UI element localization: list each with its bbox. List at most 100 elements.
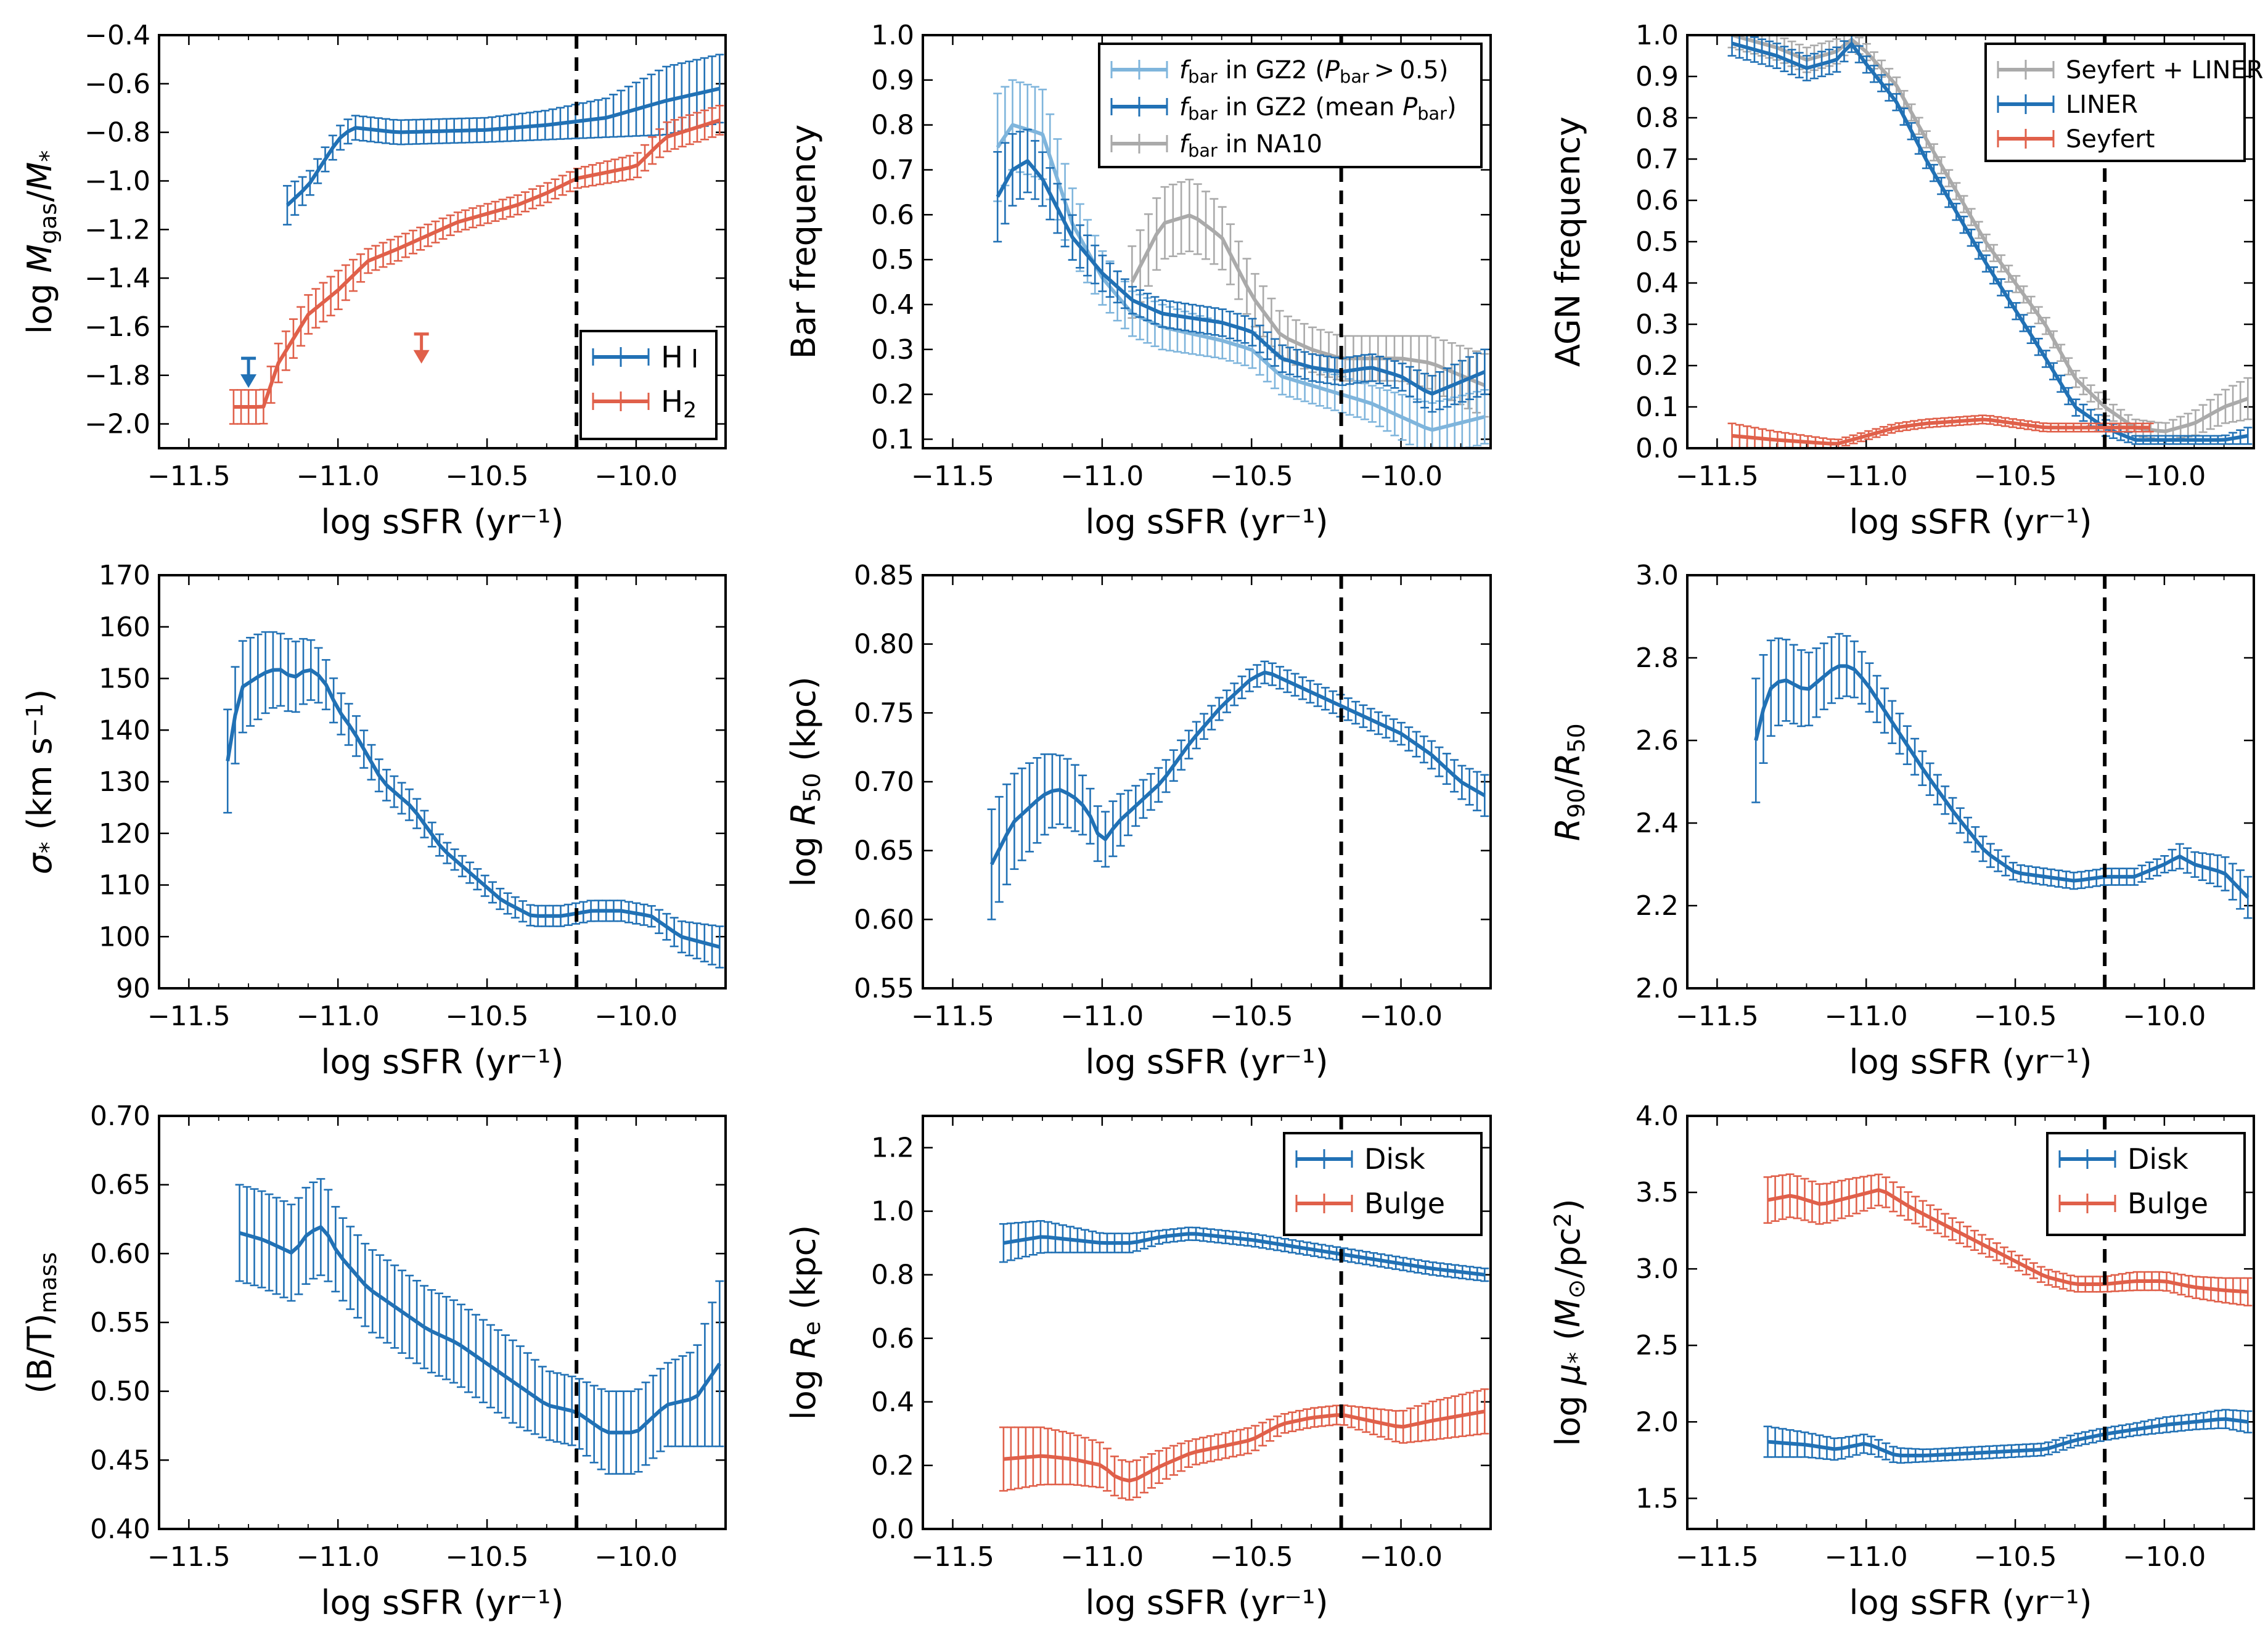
series-line bbox=[1731, 41, 2248, 442]
x-tick-label: −11.5 bbox=[147, 461, 231, 492]
y-tick-label: −1.8 bbox=[84, 360, 150, 391]
x-tick-label: −11.5 bbox=[911, 1001, 994, 1032]
y-tick-label: 0.6 bbox=[871, 199, 914, 231]
y-tick-label: 0.70 bbox=[90, 1100, 150, 1132]
y-tick-label: 0.6 bbox=[871, 1323, 914, 1354]
y-axis-label: log Mgas /M* bbox=[20, 149, 62, 334]
legend-label: fbar in NA10 bbox=[1179, 130, 1322, 161]
x-tick-label: −11.5 bbox=[147, 1541, 231, 1573]
x-tick-label: −10.5 bbox=[1210, 461, 1293, 492]
upper-limit-arrow bbox=[240, 374, 257, 388]
y-tick-label: 2.0 bbox=[1635, 1406, 1679, 1438]
axes-frame bbox=[1686, 34, 2255, 449]
legend: Seyfert + LINER LINER Seyfert bbox=[1984, 43, 2264, 162]
x-tick-label: −10.5 bbox=[446, 461, 529, 492]
y-tick-label: 160 bbox=[99, 612, 150, 643]
series-seyfert bbox=[1727, 414, 2154, 448]
x-tick-label: −11.0 bbox=[1825, 1541, 1908, 1573]
x-tick-label: −11.5 bbox=[1676, 1541, 1759, 1573]
x-tick-label: −10.5 bbox=[1974, 1541, 2057, 1573]
y-axis-label: (B/T)mass bbox=[20, 1251, 62, 1393]
panel-agn: −11.5 −11.0 −10.5 −10.0 0.0 0.1 0.2 0.3 0.4 0.5 0.… bbox=[1549, 20, 2264, 541]
y-tick-label: −2.0 bbox=[84, 409, 150, 440]
x-tick-label: −11.0 bbox=[297, 1001, 380, 1032]
y-tick-label: 0.60 bbox=[854, 904, 914, 935]
series-line bbox=[1003, 1409, 1485, 1483]
x-tick-label: −11.5 bbox=[911, 461, 994, 492]
legend-item: Seyfert bbox=[1997, 125, 2155, 154]
x-axis-label: log sSFR (yr⁻¹) bbox=[1085, 1583, 1328, 1622]
series-sigma bbox=[223, 631, 724, 969]
x-tick-label: −11.0 bbox=[1825, 1001, 1908, 1032]
legend-frame bbox=[2046, 1132, 2246, 1236]
x-tick-label: −11.0 bbox=[1060, 1001, 1144, 1032]
x-tick-label: −10.0 bbox=[2123, 1001, 2206, 1032]
y-tick-label: 0.1 bbox=[1635, 391, 1679, 423]
x-tick-label: −10.5 bbox=[1210, 1001, 1293, 1032]
y-tick-label: 140 bbox=[99, 715, 150, 746]
axes-frame bbox=[1686, 1115, 2255, 1530]
x-tick-label: −10.5 bbox=[1974, 461, 2057, 492]
panel-mu: −11.5 −11.0 −10.5 −10.0 1.5 2.0 2.5 3.0 3.5 4.0 lo… bbox=[1549, 1100, 2255, 1622]
series-r90-r50 bbox=[1751, 633, 2253, 919]
plot-area bbox=[235, 1116, 724, 1529]
y-tick-label: 0.8 bbox=[1635, 102, 1679, 134]
series-line bbox=[233, 118, 721, 409]
x-tick-label: −11.5 bbox=[1676, 1001, 1759, 1032]
y-tick-label: 1.0 bbox=[871, 20, 914, 51]
y-tick-label: 0.9 bbox=[871, 65, 914, 96]
y-tick-label: −0.6 bbox=[84, 68, 150, 100]
y-tick-label: 0.3 bbox=[871, 334, 914, 366]
axes-frame bbox=[922, 1115, 1492, 1530]
x-tick-label: −11.5 bbox=[1676, 461, 1759, 492]
legend: Disk Bulge bbox=[1283, 1132, 1483, 1236]
legend-item: Disk bbox=[2058, 1142, 2188, 1176]
y-tick-label: 0.8 bbox=[871, 110, 914, 141]
legend-label: fbar in GZ2 (mean Pbar) bbox=[1179, 93, 1457, 124]
y-tick-label: 2.6 bbox=[1635, 725, 1679, 756]
upper-limit-arrow bbox=[413, 350, 430, 364]
series-h2 bbox=[229, 104, 724, 425]
x-axis-label: log sSFR (yr⁻¹) bbox=[1085, 1043, 1328, 1081]
legend-item: H2 bbox=[592, 385, 697, 423]
legend-item: LINER bbox=[1997, 91, 2138, 119]
y-tick-label: 0.65 bbox=[854, 835, 914, 867]
axes-frame bbox=[922, 574, 1492, 990]
panel-sigma: −11.5 −11.0 −10.5 −10.0 90 100 110 120 130 140 150… bbox=[20, 560, 727, 1081]
y-tick-label: 0.55 bbox=[854, 973, 914, 1004]
x-tick-label: −10.0 bbox=[1359, 461, 1443, 492]
y-tick-label: 1.5 bbox=[1635, 1483, 1679, 1514]
axes-frame bbox=[158, 34, 727, 449]
legend-label: Disk bbox=[2127, 1142, 2188, 1176]
y-tick-label: 0.5 bbox=[871, 244, 914, 276]
legend-item: fbar in GZ2 (Pbar > 0.5) bbox=[1110, 56, 1449, 87]
y-tick-label: 0.70 bbox=[854, 766, 914, 798]
y-tick-label: 120 bbox=[99, 818, 150, 850]
legend-label: Seyfert + LINER bbox=[2066, 56, 2264, 84]
y-axis-label: AGN frequency bbox=[1549, 117, 1587, 367]
y-tick-label: 2.4 bbox=[1635, 808, 1679, 839]
legend: Disk Bulge bbox=[2046, 1132, 2246, 1236]
legend-label: Disk bbox=[1364, 1142, 1425, 1176]
y-tick-label: 3.5 bbox=[1635, 1177, 1679, 1208]
legend-item: fbar in GZ2 (mean Pbar) bbox=[1110, 93, 1457, 124]
y-tick-label: 0.80 bbox=[854, 629, 914, 660]
y-tick-label: 0.4 bbox=[1635, 268, 1679, 299]
x-tick-label: −11.0 bbox=[297, 461, 380, 492]
y-tick-label: 0.85 bbox=[854, 560, 914, 591]
series-line bbox=[1767, 1188, 2248, 1294]
y-tick-label: 100 bbox=[99, 921, 150, 953]
legend-item: Seyfert + LINER bbox=[1997, 56, 2264, 84]
y-tick-label: 0.2 bbox=[871, 1450, 914, 1481]
x-tick-label: −11.0 bbox=[1060, 1541, 1144, 1573]
x-tick-label: −10.0 bbox=[594, 1001, 678, 1032]
x-tick-label: −10.0 bbox=[2123, 461, 2206, 492]
series-liner bbox=[1727, 35, 2253, 445]
series-f-bar-in-gz2-mean-p-bar- bbox=[993, 128, 1489, 413]
panel-bar: −11.5 −11.0 −10.5 −10.0 0.1 0.2 0.3 0.4 0.5 0.6 0.… bbox=[784, 20, 1492, 541]
series-line bbox=[1767, 1417, 2248, 1457]
x-axis-label: log sSFR (yr⁻¹) bbox=[321, 1043, 563, 1081]
plot-area bbox=[987, 575, 1489, 988]
axes-frame bbox=[1686, 574, 2255, 990]
y-tick-label: −1.6 bbox=[84, 311, 150, 343]
